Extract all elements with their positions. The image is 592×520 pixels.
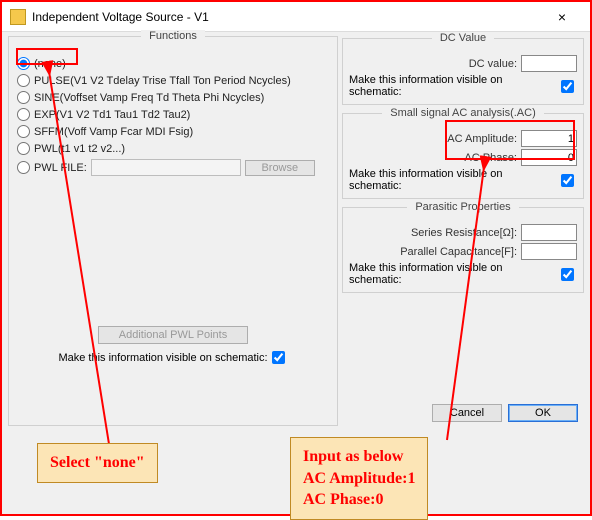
window-title: Independent Voltage Source - V1: [32, 10, 542, 24]
radio-none-label: (none): [34, 58, 66, 70]
radio-pwl-file-input[interactable]: [17, 161, 30, 174]
dc-value-label: DC value:: [349, 58, 521, 70]
radio-sffm-input[interactable]: [17, 125, 30, 138]
ac-amp-input[interactable]: [521, 130, 577, 147]
parasitic-group: Parasitic Properties Series Resistance[Ω…: [342, 207, 584, 293]
radio-sine[interactable]: SINE(Voffset Vamp Freq Td Theta Phi Ncyc…: [17, 91, 329, 104]
radio-pwl-file-label: PWL FILE:: [34, 162, 87, 174]
functions-group: Functions (none) PULSE(V1 V2 Tdelay Tris…: [8, 36, 338, 426]
dc-visible-label: Make this information visible on schemat…: [349, 74, 557, 98]
ac-group: Small signal AC analysis(.AC) AC Amplitu…: [342, 113, 584, 199]
dc-title: DC Value: [432, 32, 494, 44]
radio-pwl-label: PWL(t1 v1 t2 v2...): [34, 143, 125, 155]
ac-title: Small signal AC analysis(.AC): [382, 107, 544, 119]
parasitic-visible-checkbox[interactable]: [561, 268, 574, 281]
app-icon: [10, 9, 26, 25]
radio-pwl[interactable]: PWL(t1 v1 t2 v2...): [17, 142, 329, 155]
parasitic-title: Parasitic Properties: [407, 201, 518, 213]
dc-value-input[interactable]: [521, 55, 577, 72]
radio-pulse[interactable]: PULSE(V1 V2 Tdelay Trise Tfall Ton Perio…: [17, 74, 329, 87]
series-r-input[interactable]: [521, 224, 577, 241]
series-r-label: Series Resistance[Ω]:: [349, 227, 521, 239]
ok-button[interactable]: OK: [508, 404, 578, 422]
ac-visible-checkbox[interactable]: [561, 174, 574, 187]
ac-phase-input[interactable]: [521, 149, 577, 166]
radio-pulse-input[interactable]: [17, 74, 30, 87]
radio-pulse-label: PULSE(V1 V2 Tdelay Trise Tfall Ton Perio…: [34, 75, 291, 87]
radio-sine-label: SINE(Voffset Vamp Freq Td Theta Phi Ncyc…: [34, 92, 264, 104]
ac-amp-label: AC Amplitude:: [349, 133, 521, 145]
radio-exp-label: EXP(V1 V2 Td1 Tau1 Td2 Tau2): [34, 109, 190, 121]
radio-exp[interactable]: EXP(V1 V2 Td1 Tau1 Td2 Tau2): [17, 108, 329, 121]
radio-none-input[interactable]: [17, 57, 30, 70]
functions-title: Functions: [141, 30, 205, 42]
browse-button[interactable]: Browse: [245, 160, 315, 176]
ac-visible-label: Make this information visible on schemat…: [349, 168, 557, 192]
radio-exp-input[interactable]: [17, 108, 30, 121]
ac-phase-label: AC Phase:: [349, 152, 521, 164]
titlebar: Independent Voltage Source - V1 ×: [2, 2, 590, 32]
parasitic-visible-label: Make this information visible on schemat…: [349, 262, 557, 286]
functions-visible-label: Make this information visible on schemat…: [58, 352, 267, 364]
radio-pwl-input[interactable]: [17, 142, 30, 155]
parallel-c-label: Parallel Capacitance[F]:: [349, 246, 521, 258]
radio-pwl-file[interactable]: PWL FILE: Browse: [17, 159, 329, 176]
callout-select-none: Select "none": [37, 443, 158, 483]
radio-sine-input[interactable]: [17, 91, 30, 104]
radio-none[interactable]: (none): [17, 57, 329, 70]
radio-sffm[interactable]: SFFM(Voff Vamp Fcar MDI Fsig): [17, 125, 329, 138]
parallel-c-input[interactable]: [521, 243, 577, 260]
dc-group: DC Value DC value: Make this information…: [342, 38, 584, 105]
functions-visible-checkbox[interactable]: [272, 351, 285, 364]
close-icon[interactable]: ×: [542, 9, 582, 25]
additional-pwl-button[interactable]: Additional PWL Points: [98, 326, 248, 344]
cancel-button[interactable]: Cancel: [432, 404, 502, 422]
radio-sffm-label: SFFM(Voff Vamp Fcar MDI Fsig): [34, 126, 193, 138]
dc-visible-checkbox[interactable]: [561, 80, 574, 93]
callout-ac-input: Input as belowAC Amplitude:1AC Phase:0: [290, 437, 428, 520]
pwl-file-path: [91, 159, 241, 176]
